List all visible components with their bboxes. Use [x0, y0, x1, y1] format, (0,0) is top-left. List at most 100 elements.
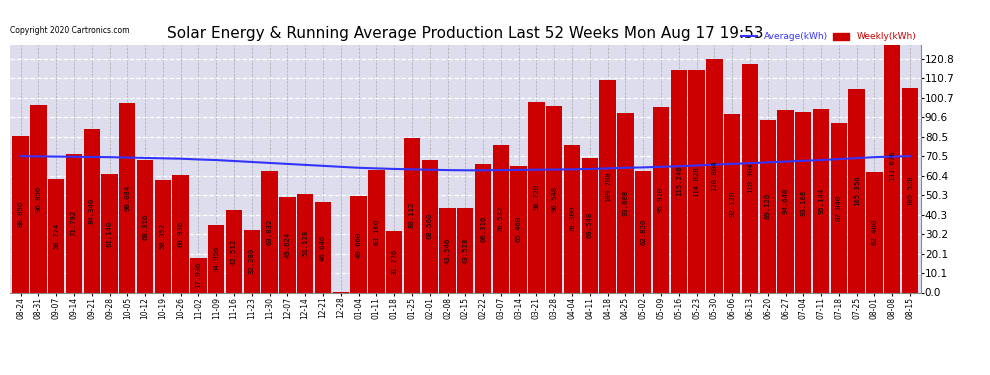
Text: 89.120: 89.120: [764, 193, 770, 219]
Bar: [48, 179, 64, 292]
Bar: [813, 108, 830, 292]
Text: 98.720: 98.720: [534, 184, 540, 210]
Bar: [30, 105, 47, 292]
Bar: [742, 64, 758, 292]
Bar: [688, 70, 705, 292]
Bar: [83, 129, 100, 292]
Text: Copyright 2020 Cartronics.com: Copyright 2020 Cartronics.com: [10, 26, 130, 35]
Text: 92.128: 92.128: [730, 190, 736, 216]
Text: 95.144: 95.144: [818, 188, 824, 214]
Text: 17.936: 17.936: [195, 262, 201, 288]
Text: 49.624: 49.624: [284, 231, 290, 258]
Text: 95.920: 95.920: [658, 187, 664, 213]
Bar: [617, 112, 634, 292]
Text: 32.280: 32.280: [248, 248, 254, 274]
Bar: [65, 154, 82, 292]
Text: 96.548: 96.548: [551, 186, 557, 212]
Text: 49.660: 49.660: [355, 231, 361, 258]
Text: 80.856: 80.856: [18, 201, 24, 228]
Text: 58.724: 58.724: [53, 223, 59, 249]
Bar: [706, 59, 723, 292]
Bar: [511, 166, 527, 292]
Bar: [582, 158, 598, 292]
Text: 63.160: 63.160: [373, 218, 379, 244]
Text: 58.352: 58.352: [160, 223, 166, 249]
Bar: [368, 170, 384, 292]
Bar: [154, 180, 171, 292]
Text: 68.316: 68.316: [143, 213, 148, 240]
Text: 80.112: 80.112: [409, 202, 415, 228]
Text: 68.560: 68.560: [427, 213, 433, 239]
Bar: [652, 107, 669, 292]
Text: 31.776: 31.776: [391, 249, 397, 275]
Bar: [279, 196, 296, 292]
Text: 109.788: 109.788: [605, 171, 611, 202]
Text: 42.512: 42.512: [231, 238, 237, 264]
Bar: [457, 209, 473, 292]
Text: 62.820: 62.820: [641, 219, 646, 245]
Bar: [137, 160, 153, 292]
Text: 105.528: 105.528: [907, 175, 913, 206]
Bar: [848, 89, 865, 292]
Text: 60.936: 60.936: [177, 220, 184, 247]
Bar: [13, 136, 29, 292]
Bar: [493, 144, 509, 292]
Bar: [795, 112, 812, 292]
Bar: [440, 208, 455, 292]
Text: 51.128: 51.128: [302, 230, 308, 256]
Text: 96.856: 96.856: [36, 186, 42, 212]
Text: 65.468: 65.468: [516, 216, 522, 242]
Bar: [902, 88, 918, 292]
Bar: [172, 175, 189, 292]
Bar: [777, 110, 794, 292]
Bar: [564, 145, 580, 292]
Text: 118.304: 118.304: [746, 163, 753, 194]
Bar: [866, 172, 883, 292]
Text: 93.168: 93.168: [800, 189, 806, 216]
Text: 93.008: 93.008: [623, 189, 629, 216]
Text: 71.792: 71.792: [71, 210, 77, 236]
Text: 62.460: 62.460: [871, 219, 877, 245]
Bar: [635, 171, 651, 292]
Text: 131.676: 131.676: [889, 150, 895, 180]
Bar: [297, 194, 314, 292]
Bar: [261, 171, 278, 292]
Bar: [759, 120, 776, 292]
Bar: [422, 160, 438, 292]
Bar: [315, 202, 332, 292]
Bar: [546, 106, 562, 292]
Legend: Average(kWh), Weekly(kWh): Average(kWh), Weekly(kWh): [741, 32, 916, 41]
Bar: [529, 102, 545, 292]
Text: 84.340: 84.340: [89, 198, 95, 224]
Bar: [724, 114, 741, 292]
Text: 34.956: 34.956: [213, 246, 219, 272]
Bar: [119, 103, 136, 292]
Bar: [670, 70, 687, 292]
Text: 114.828: 114.828: [694, 166, 700, 197]
Text: 115.240: 115.240: [676, 166, 682, 196]
Bar: [475, 164, 491, 292]
Bar: [386, 231, 402, 292]
Bar: [599, 80, 616, 292]
Bar: [208, 225, 225, 292]
Bar: [244, 230, 260, 292]
Title: Solar Energy & Running Average Production Last 52 Weeks Mon Aug 17 19:53: Solar Energy & Running Average Productio…: [167, 26, 763, 41]
Text: 76.360: 76.360: [569, 206, 575, 232]
Text: 66.316: 66.316: [480, 215, 486, 242]
Text: 46.646: 46.646: [320, 234, 326, 261]
Bar: [404, 138, 420, 292]
Text: 63.032: 63.032: [266, 218, 272, 244]
Text: 69.548: 69.548: [587, 212, 593, 238]
Text: 43.540: 43.540: [445, 237, 450, 264]
Bar: [884, 38, 901, 292]
Bar: [226, 210, 243, 292]
Bar: [831, 123, 847, 292]
Text: 105.356: 105.356: [853, 176, 859, 206]
Text: 120.804: 120.804: [712, 160, 718, 191]
Text: 61.140: 61.140: [107, 220, 113, 246]
Text: 94.640: 94.640: [782, 188, 788, 214]
Text: 98.084: 98.084: [125, 184, 131, 211]
Text: 43.528: 43.528: [462, 237, 468, 264]
Text: 76.532: 76.532: [498, 206, 504, 232]
Text: 87.840: 87.840: [836, 195, 842, 221]
